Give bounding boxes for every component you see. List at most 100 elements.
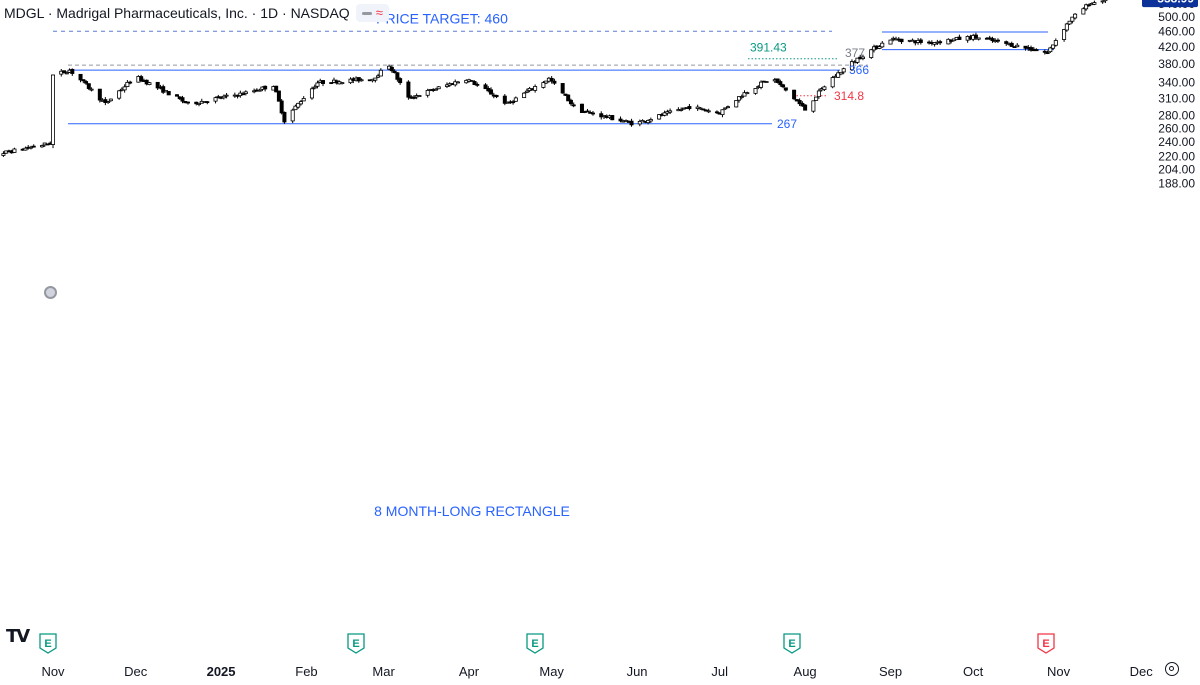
- candle-body: [62, 70, 67, 74]
- candle-body: [736, 96, 741, 101]
- candle-body: [406, 81, 411, 98]
- candle-body: [155, 81, 160, 89]
- y-tick-label: 500.00: [1158, 10, 1195, 24]
- candle-body: [734, 100, 739, 108]
- earnings-event-icon[interactable]: E: [347, 633, 365, 654]
- candle-body: [579, 103, 584, 114]
- candle-body: [698, 107, 703, 110]
- tradingview-logo[interactable]: TV: [6, 626, 30, 647]
- candle-body: [533, 86, 538, 91]
- candle-body: [679, 109, 684, 111]
- y-tick-label: 204.00: [1158, 163, 1195, 177]
- earnings-marker-shape: [783, 633, 801, 654]
- candle-body: [701, 108, 706, 111]
- earnings-marker-shape: [39, 633, 57, 654]
- x-tick-label: Mar: [372, 664, 395, 679]
- earnings-event-icon[interactable]: E: [526, 633, 544, 654]
- chart-title-bar: MDGL · Madrigal Pharmaceuticals, Inc. · …: [4, 4, 389, 22]
- candle-body: [1103, 0, 1108, 2]
- candle-body: [433, 88, 438, 91]
- candle-body: [552, 80, 557, 84]
- candle-body: [417, 95, 422, 97]
- candle-body: [312, 86, 317, 89]
- x-tick-label: Sep: [879, 664, 902, 679]
- candle-body: [571, 104, 576, 107]
- candle-body: [274, 85, 279, 93]
- candle-body: [1070, 16, 1075, 22]
- candle-body: [128, 81, 133, 84]
- candle-body: [86, 83, 91, 89]
- candle-body: [12, 148, 17, 153]
- earnings-event-icon[interactable]: E: [39, 633, 57, 654]
- candle-body: [301, 98, 306, 102]
- candle-body: [973, 34, 978, 39]
- candle-body: [378, 69, 383, 77]
- symbol-title[interactable]: MDGL · Madrigal Pharmaceuticals, Inc. · …: [4, 5, 350, 21]
- candle-body: [185, 101, 190, 104]
- y-tick-label: 310.00: [1158, 91, 1195, 105]
- candle-body: [356, 77, 361, 82]
- x-tick-label: Nov: [41, 664, 65, 679]
- candle-body: [811, 100, 816, 112]
- x-tick-label: Oct: [963, 664, 984, 679]
- y-tick-label: 280.00: [1158, 109, 1195, 123]
- candle-body: [340, 82, 345, 85]
- candle-body: [455, 81, 460, 84]
- candle-body: [373, 77, 378, 81]
- candle-body: [205, 101, 210, 104]
- earnings-marker-label: E: [788, 638, 795, 650]
- candle-body: [646, 120, 651, 124]
- candle-body: [298, 101, 303, 105]
- x-tick-label: Aug: [794, 664, 817, 679]
- earnings-marker-shape: [347, 633, 365, 654]
- earnings-event-icon[interactable]: E: [783, 633, 801, 654]
- earnings-marker-label: E: [1042, 638, 1049, 650]
- candle-body: [725, 106, 730, 109]
- candle-body: [483, 84, 488, 90]
- candle-body: [64, 72, 69, 75]
- candle-body: [637, 120, 642, 125]
- candle-body: [976, 37, 981, 40]
- candle-body: [841, 68, 846, 73]
- candle-body: [624, 120, 629, 122]
- candle-body: [720, 109, 725, 116]
- candle-body: [398, 78, 403, 84]
- indicator-toggle-pill[interactable]: ≈: [355, 4, 389, 22]
- candle-body: [522, 92, 527, 99]
- y-tick-label: 240.00: [1158, 135, 1195, 149]
- candle-body: [282, 111, 287, 123]
- candle-body: [814, 96, 819, 101]
- candle-body: [918, 39, 923, 43]
- level-366-label: 366: [849, 63, 869, 77]
- candle-body: [1045, 52, 1050, 54]
- candle-body: [742, 92, 747, 97]
- y-tick-label: 188.00: [1158, 176, 1195, 190]
- candle-body: [309, 88, 314, 99]
- candle-body: [869, 49, 874, 58]
- level-314-label: 314.8: [834, 89, 864, 103]
- candle-body: [472, 81, 477, 85]
- candle-body: [797, 100, 802, 105]
- earnings-marker-label: E: [352, 638, 359, 650]
- earnings-event-icon[interactable]: E: [1037, 633, 1055, 654]
- level-267-label: 267: [777, 117, 797, 131]
- candle-body: [411, 96, 416, 99]
- candle-body: [541, 82, 546, 88]
- candle-body: [938, 41, 943, 44]
- candle-body: [513, 97, 518, 102]
- candle-body: [359, 79, 364, 82]
- minus-icon: [361, 11, 372, 15]
- candle-body: [475, 83, 480, 86]
- candle-body: [816, 90, 821, 98]
- gear-icon[interactable]: [1165, 662, 1179, 676]
- x-tick-label: Feb: [295, 664, 317, 679]
- alarm-clock-icon[interactable]: [44, 286, 57, 299]
- candle-body: [194, 101, 199, 105]
- candle-body: [783, 87, 788, 91]
- candle-body: [511, 101, 516, 104]
- candle-body: [822, 86, 827, 90]
- candle-body: [662, 112, 667, 116]
- candle-body: [524, 90, 529, 93]
- candle-body: [1042, 50, 1047, 53]
